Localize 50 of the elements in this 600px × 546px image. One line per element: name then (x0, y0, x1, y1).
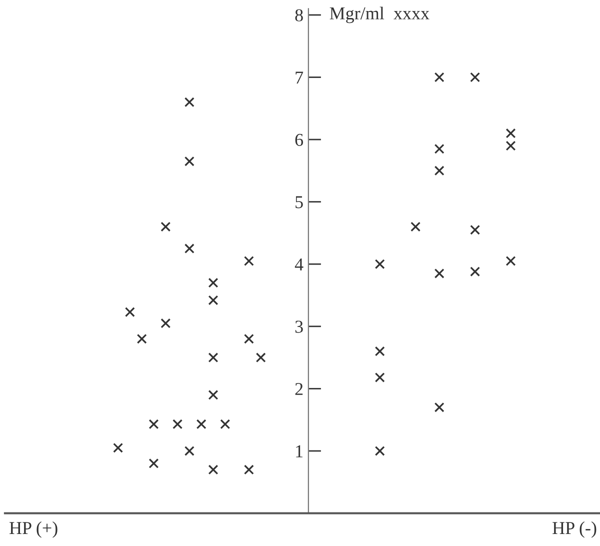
y-axis-title: Mgr/ml xxxx (330, 6, 430, 24)
point (113, 442, 124, 453)
point (256, 352, 266, 363)
point (410, 222, 421, 232)
point (434, 166, 444, 176)
point (136, 334, 147, 344)
point (434, 72, 444, 82)
text: HP (+) (10, 521, 58, 538)
point (208, 352, 218, 363)
y-tick-label: 6 (295, 134, 304, 146)
text: HP (-) (552, 521, 596, 538)
point (374, 446, 385, 456)
point (434, 268, 444, 278)
point (374, 346, 385, 356)
point (434, 402, 444, 412)
y-tick-label: 7 (296, 72, 304, 84)
point (470, 266, 480, 277)
point (160, 318, 171, 328)
point (124, 307, 135, 318)
point (148, 458, 159, 468)
point (470, 72, 480, 82)
point (172, 419, 183, 430)
point (184, 97, 194, 108)
y-tick-label: 4 (294, 258, 304, 270)
point (184, 244, 194, 254)
point (208, 278, 218, 288)
point (220, 419, 230, 430)
point (184, 446, 194, 456)
point (244, 464, 254, 475)
y-tick-label: 3 (295, 320, 303, 333)
point (148, 419, 159, 430)
y-tick-label: 5 (296, 196, 303, 208)
point (196, 419, 206, 430)
y-tick-label: 8 (295, 9, 303, 22)
point (184, 156, 194, 166)
point (506, 140, 516, 151)
point (374, 259, 385, 270)
point (374, 372, 385, 382)
point (506, 128, 516, 138)
y-tick-label: 2 (295, 382, 303, 395)
point (434, 144, 444, 154)
point (244, 256, 254, 266)
y-tick-label: 1 (296, 445, 302, 458)
point (208, 295, 218, 306)
point (244, 334, 254, 344)
point (506, 256, 516, 266)
point (160, 222, 171, 232)
point (208, 390, 218, 400)
point (208, 464, 218, 475)
point (470, 224, 480, 235)
